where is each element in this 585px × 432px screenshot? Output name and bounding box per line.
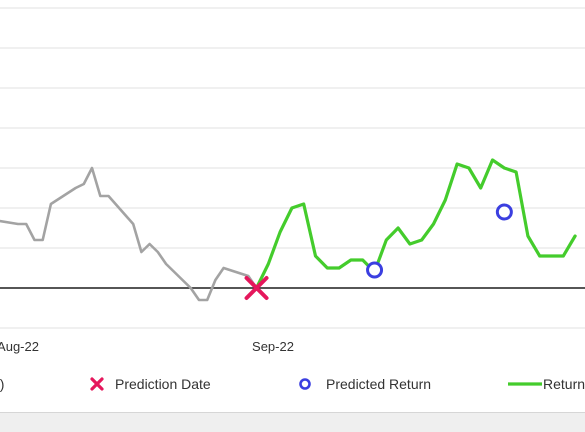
legend-label: n) <box>0 376 4 392</box>
x-tick-label: Sep-22 <box>252 339 294 354</box>
legend-circle-icon <box>299 378 311 390</box>
legend-label: Prediction Date <box>115 376 211 392</box>
return-line <box>254 158 577 290</box>
predicted-return-marker <box>495 203 513 221</box>
legend-x-icon <box>90 377 104 391</box>
predicted-return-marker <box>366 261 384 279</box>
prediction-date-marker <box>244 276 269 300</box>
x-tick-label: Aug-22 <box>0 339 39 354</box>
legend-label: Predicted Return <box>326 376 431 392</box>
history-line <box>0 166 258 302</box>
footer-bar <box>0 413 585 432</box>
legend-label: Return <box>543 376 585 392</box>
